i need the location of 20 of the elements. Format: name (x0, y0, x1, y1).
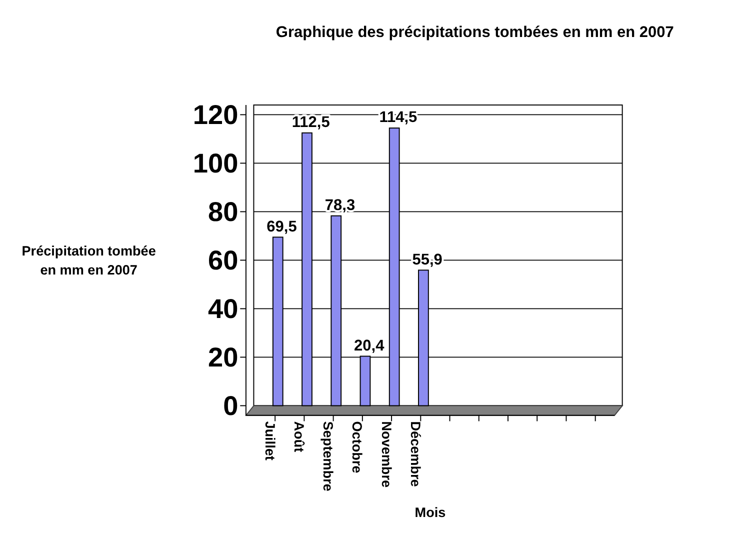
data-label: 78,3 (324, 197, 356, 214)
x-tick-label: Octobre (350, 421, 365, 474)
y-tick-label: 120 (192, 99, 238, 130)
x-tick-label: Août (291, 421, 306, 453)
x-tick-label: Novembre (378, 421, 394, 488)
y-tick-label: 40 (208, 293, 238, 324)
data-label: 20,4 (354, 337, 385, 354)
x-tick-label: Décembre (408, 421, 423, 488)
y-axis-title: Précipitation tombée en mm en 2007 (22, 243, 156, 278)
y-tick-label: 100 (192, 148, 238, 179)
data-label: 69,5 (266, 218, 298, 236)
y-tick-label: 20 (208, 342, 238, 373)
chart-title: Graphique des précipitations tombées en mm en 2007 (276, 24, 674, 42)
x-tick-label: Septembre (320, 421, 336, 492)
y-tick-label: 0 (223, 390, 238, 422)
x-tick-label: Juillet (262, 421, 278, 461)
x-axis-title: Mois (414, 505, 446, 520)
y-tick-label: 80 (208, 196, 238, 228)
data-label: 112,5 (292, 114, 330, 132)
y-tick-label: 60 (208, 244, 238, 276)
